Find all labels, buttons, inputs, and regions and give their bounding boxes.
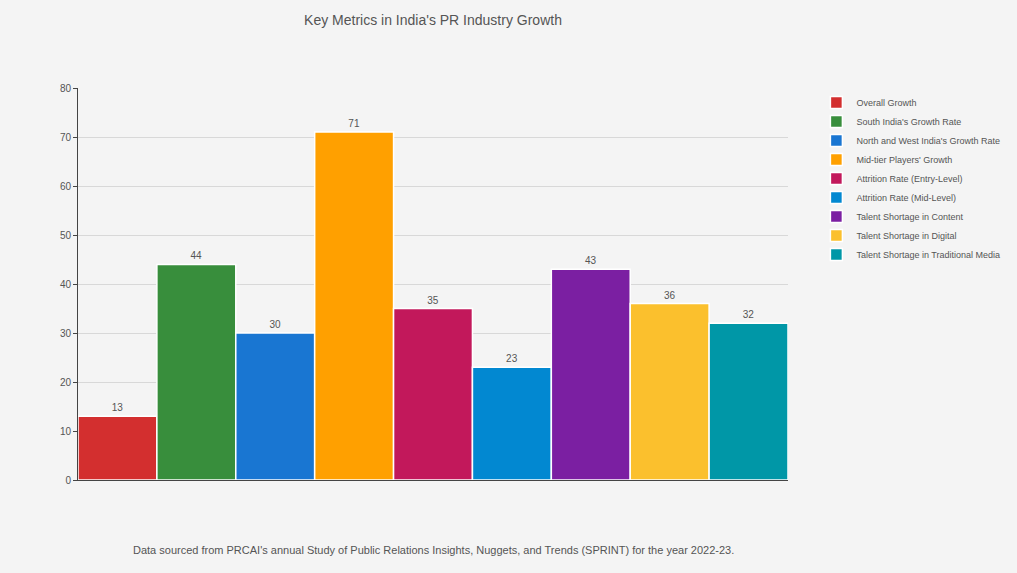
svg-text:43: 43	[585, 255, 597, 266]
svg-text:Key Metrics in India's PR Indu: Key Metrics in India's PR Industry Growt…	[304, 12, 562, 28]
svg-text:10: 10	[60, 426, 72, 437]
svg-text:50: 50	[60, 230, 72, 241]
svg-text:North and West India's Growth: North and West India's Growth Rate	[856, 136, 1000, 146]
svg-text:Data sourced from PRCAI's annu: Data sourced from PRCAI's annual Study o…	[133, 544, 734, 556]
svg-text:20: 20	[60, 377, 72, 388]
svg-text:0: 0	[65, 475, 71, 486]
svg-text:30: 30	[60, 328, 72, 339]
svg-text:36: 36	[664, 290, 676, 301]
svg-text:Talent Shortage in Traditional: Talent Shortage in Traditional Media	[856, 250, 1000, 260]
svg-text:71: 71	[348, 118, 360, 129]
svg-text:Overall Growth: Overall Growth	[856, 98, 916, 108]
svg-text:South India's Growth Rate: South India's Growth Rate	[856, 117, 961, 127]
svg-text:Talent Shortage in Digital: Talent Shortage in Digital	[856, 231, 956, 241]
svg-text:40: 40	[60, 279, 72, 290]
svg-text:13: 13	[112, 402, 124, 413]
svg-text:Attrition Rate (Entry-Level): Attrition Rate (Entry-Level)	[856, 174, 962, 184]
svg-text:44: 44	[191, 250, 203, 261]
svg-text:35: 35	[427, 295, 439, 306]
svg-text:23: 23	[506, 353, 518, 364]
svg-text:80: 80	[60, 83, 72, 94]
svg-text:Mid-tier Players' Growth: Mid-tier Players' Growth	[856, 155, 952, 165]
svg-text:70: 70	[60, 132, 72, 143]
svg-text:Attrition Rate (Mid-Level): Attrition Rate (Mid-Level)	[856, 193, 956, 203]
svg-text:30: 30	[269, 319, 281, 330]
svg-text:Talent Shortage in Content: Talent Shortage in Content	[856, 212, 963, 222]
svg-text:32: 32	[743, 309, 755, 320]
svg-text:60: 60	[60, 181, 72, 192]
